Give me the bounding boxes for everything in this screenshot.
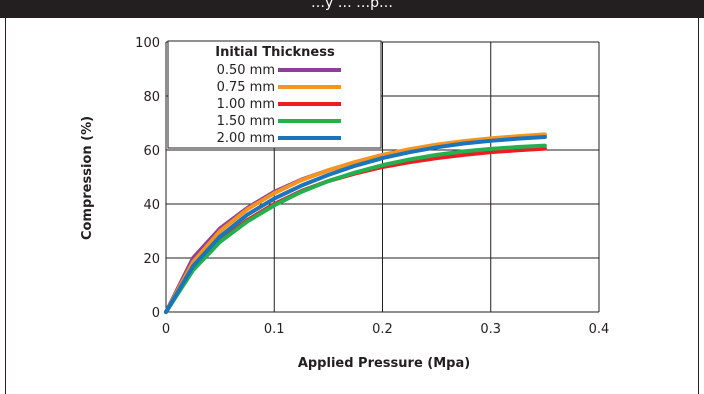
tick-labels: 0 0.1 0.2 0.3 0.4 0 20 40 60 80 100 [135,36,609,337]
legend-label: 2.00 mm [217,131,275,146]
y-tick-label: 60 [143,144,160,159]
legend-title: Initial Thickness [215,45,335,60]
y-axis-title: Compression (%) [80,116,95,240]
y-tick-label: 40 [143,198,160,213]
x-tick-label: 0.4 [589,322,610,337]
legend-label: 0.75 mm [217,80,275,95]
legend-items: 0.50 mm 0.75 mm 1.00 mm 1.50 mm 2.00 mm [217,63,341,146]
page-title: …y … …p… [310,0,394,11]
y-tick-label: 80 [143,90,160,105]
title-bar: …y … …p… [0,0,704,18]
y-tick-label: 20 [143,252,160,267]
x-axis-title: Applied Pressure (Mpa) [298,356,470,371]
series-line-4 [164,135,547,314]
legend-label: 0.50 mm [217,63,275,78]
x-tick-label: 0.3 [480,322,501,337]
x-tick-label: 0 [162,322,170,337]
series-layer [164,132,547,314]
x-tick-label: 0.2 [372,322,393,337]
legend-label: 1.50 mm [217,114,275,129]
series-line-3 [164,143,547,314]
series-line-1 [164,132,547,314]
y-tick-label: 100 [135,36,160,51]
x-tick-label: 0.1 [264,322,285,337]
legend: Initial Thickness 0.50 mm 0.75 mm 1.00 mm 1… [167,40,382,149]
legend-label: 1.00 mm [217,97,275,112]
legend-box [167,40,382,149]
y-tick-label: 0 [152,306,160,321]
